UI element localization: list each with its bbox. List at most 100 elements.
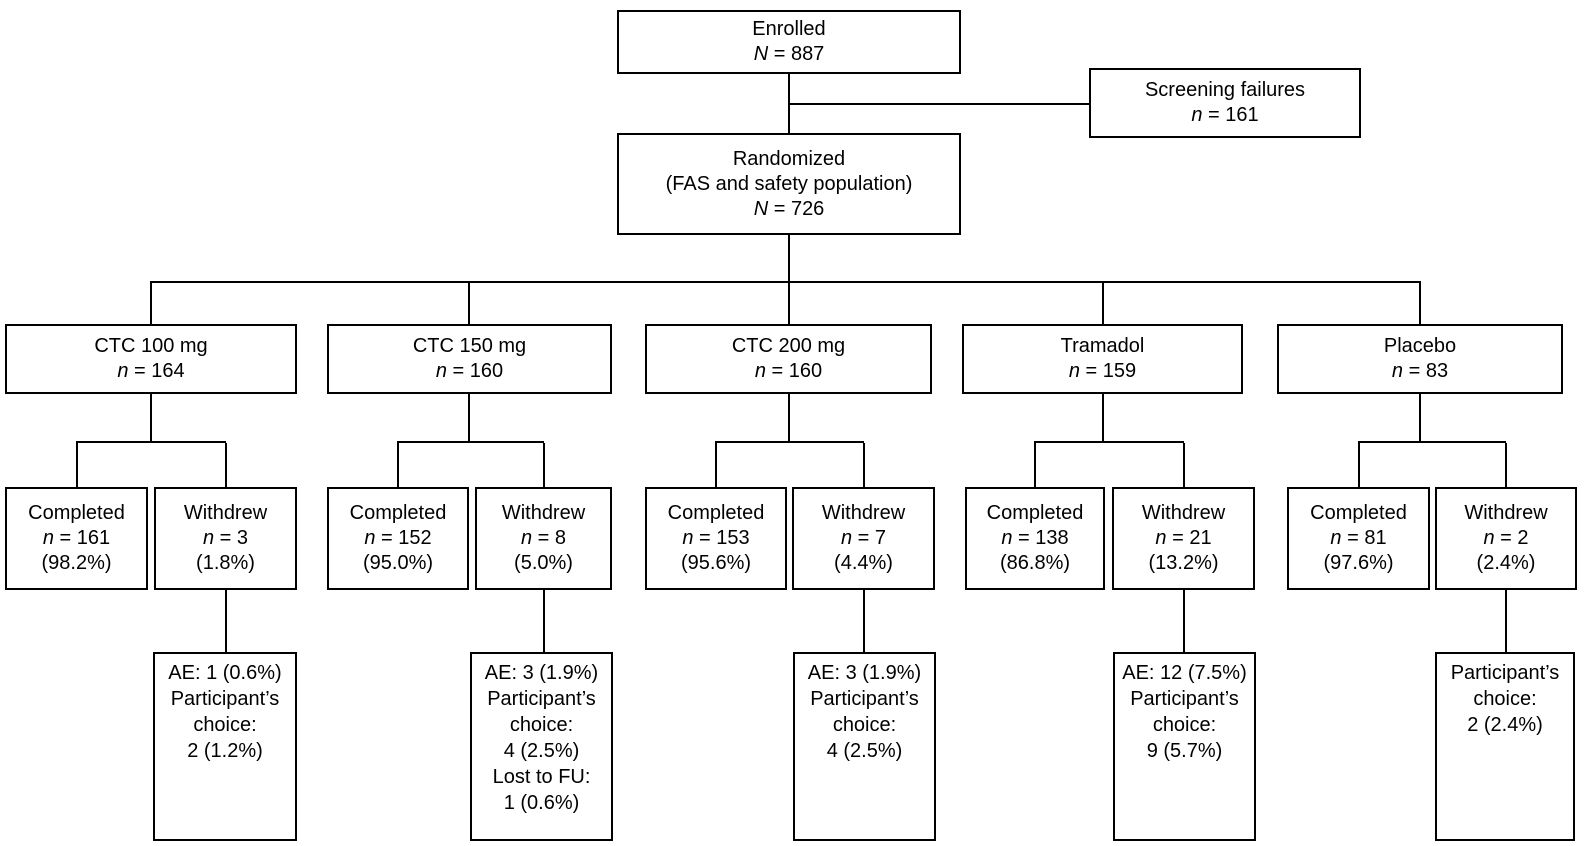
n-value: = 161	[1208, 104, 1259, 126]
box-title: Enrolled	[752, 18, 826, 40]
box-title: Completed	[667, 502, 765, 524]
reasons-box-tramadol: AE: 12 (7.5%) Participant’s choice: 9 (5.7%…	[1113, 652, 1256, 841]
enrolled-box: Enrolled N = 887	[617, 10, 961, 74]
box-count: n = 81	[1330, 526, 1386, 551]
box-title: Completed	[986, 502, 1084, 524]
box-count: n = 160	[755, 359, 822, 384]
n-value: = 138	[1018, 527, 1069, 549]
box-percent: (2.4%)	[1476, 552, 1536, 574]
bracket-stem	[468, 394, 470, 443]
box-title: Withdrew	[1141, 502, 1226, 524]
withdrew-box-ctc-200: Withdrew n = 7 (4.4%)	[792, 487, 935, 590]
completed-box-ctc-100: Completed n = 161 (98.2%)	[5, 487, 148, 590]
reasons-box-ctc-200: AE: 3 (1.9%) Participant’s choice: 4 (2.5%)	[793, 652, 936, 841]
arm-drop-line	[1419, 283, 1421, 324]
box-count: n = 3	[203, 526, 248, 551]
n-value: = 153	[699, 527, 750, 549]
n-variable: n	[520, 527, 533, 549]
withdrew-reasons-line	[1505, 590, 1507, 652]
box-subtitle: (FAS and safety population)	[665, 172, 913, 195]
reason-line: choice:	[193, 714, 257, 736]
n-variable: n	[1068, 360, 1080, 382]
arm-drop-line	[468, 283, 470, 324]
reason-line: choice:	[1473, 688, 1537, 710]
connector-randomized-branch	[788, 235, 790, 283]
box-title: Withdrew	[501, 502, 586, 524]
reason-line: choice:	[509, 714, 574, 736]
box-percent: (98.2%)	[41, 552, 112, 574]
reason-line: AE: 3 (1.9%)	[807, 662, 922, 684]
bracket-drop-withdrew	[1505, 443, 1507, 487]
withdrew-reasons-line	[225, 590, 227, 652]
box-count: n = 7	[841, 526, 886, 551]
randomized-box: Randomized (FAS and safety population) N…	[617, 133, 961, 235]
n-variable: n	[1330, 527, 1342, 549]
withdrew-box-ctc-100: Withdrew n = 3 (1.8%)	[154, 487, 297, 590]
completed-box-tramadol: Completed n = 138 (86.8%)	[965, 487, 1105, 590]
box-count: n = 159	[1069, 359, 1136, 384]
box-count: n = 161	[43, 526, 110, 551]
box-count: n = 83	[1392, 359, 1448, 384]
bracket-drop-completed	[76, 443, 78, 487]
box-count: n = 2	[1483, 526, 1528, 551]
screening-failures-box: Screening failures n = 161	[1089, 68, 1361, 138]
n-variable: N	[753, 197, 769, 220]
reason-line: choice:	[832, 714, 897, 736]
bracket-line	[76, 441, 226, 443]
n-variable: n	[754, 360, 766, 382]
box-title: CTC 150 mg	[412, 335, 527, 357]
box-count: n = 160	[436, 359, 503, 384]
reason-line: choice:	[1152, 714, 1217, 736]
bracket-stem	[1102, 394, 1104, 443]
box-title: Withdrew	[183, 502, 268, 524]
box-count: n = 8	[521, 526, 566, 551]
box-percent: (97.6%)	[1323, 552, 1394, 574]
bracket-drop-withdrew	[543, 443, 545, 487]
reason-line: Participant’s	[1130, 688, 1239, 710]
box-title: CTC 200 mg	[731, 335, 846, 357]
reasons-box-ctc-100: AE: 1 (0.6%) Participant’s choice: 2 (1.2%)	[153, 652, 297, 841]
bracket-drop-withdrew	[863, 443, 865, 487]
completed-box-placebo: Completed n = 81 (97.6%)	[1287, 487, 1430, 590]
bracket-drop-completed	[715, 443, 717, 487]
n-value: = 161	[59, 527, 111, 549]
box-count: n = 21	[1155, 526, 1211, 551]
bracket-drop-withdrew	[1183, 443, 1185, 487]
withdrew-reasons-line	[863, 590, 865, 652]
n-variable: n	[840, 527, 853, 549]
reason-line: 2 (2.4%)	[1467, 714, 1543, 736]
box-title: Completed	[349, 502, 447, 524]
box-percent: (13.2%)	[1148, 552, 1219, 574]
box-title: Placebo	[1383, 335, 1457, 357]
box-count: n = 138	[1001, 526, 1068, 551]
box-title: Completed	[28, 502, 125, 524]
n-variable: n	[202, 527, 215, 549]
box-title: Withdrew	[1464, 502, 1548, 524]
n-variable: n	[1483, 527, 1495, 549]
bracket-stem	[150, 394, 152, 443]
bracket-stem	[1419, 394, 1421, 443]
box-title: Withdrew	[821, 502, 906, 524]
reason-line: Lost to FU:	[492, 766, 591, 788]
n-variable: N	[753, 43, 769, 65]
n-variable: n	[1155, 527, 1167, 549]
bracket-drop-completed	[397, 443, 399, 487]
arm-box-tramadol: Tramadol n = 159	[962, 324, 1243, 394]
box-title: Randomized	[732, 147, 846, 170]
reason-line: 4 (2.5%)	[503, 740, 580, 762]
n-value: = 159	[1085, 360, 1137, 382]
n-variable: n	[435, 360, 447, 382]
connector-screening-failures	[789, 103, 1089, 105]
n-variable: n	[42, 527, 54, 549]
n-value: = 8	[537, 527, 567, 549]
arm-box-ctc-100: CTC 100 mg n = 164	[5, 324, 297, 394]
arm-box-ctc-200: CTC 200 mg n = 160	[645, 324, 932, 394]
arm-drop-line	[788, 283, 790, 324]
reason-line: Participant’s	[170, 688, 280, 710]
box-percent: (4.4%)	[834, 552, 893, 574]
n-value: = 7	[857, 527, 887, 549]
withdrew-box-ctc-150: Withdrew n = 8 (5.0%)	[475, 487, 612, 590]
box-title: Completed	[1310, 502, 1407, 524]
reasons-box-placebo: Participant’s choice: 2 (2.4%)	[1435, 652, 1575, 841]
